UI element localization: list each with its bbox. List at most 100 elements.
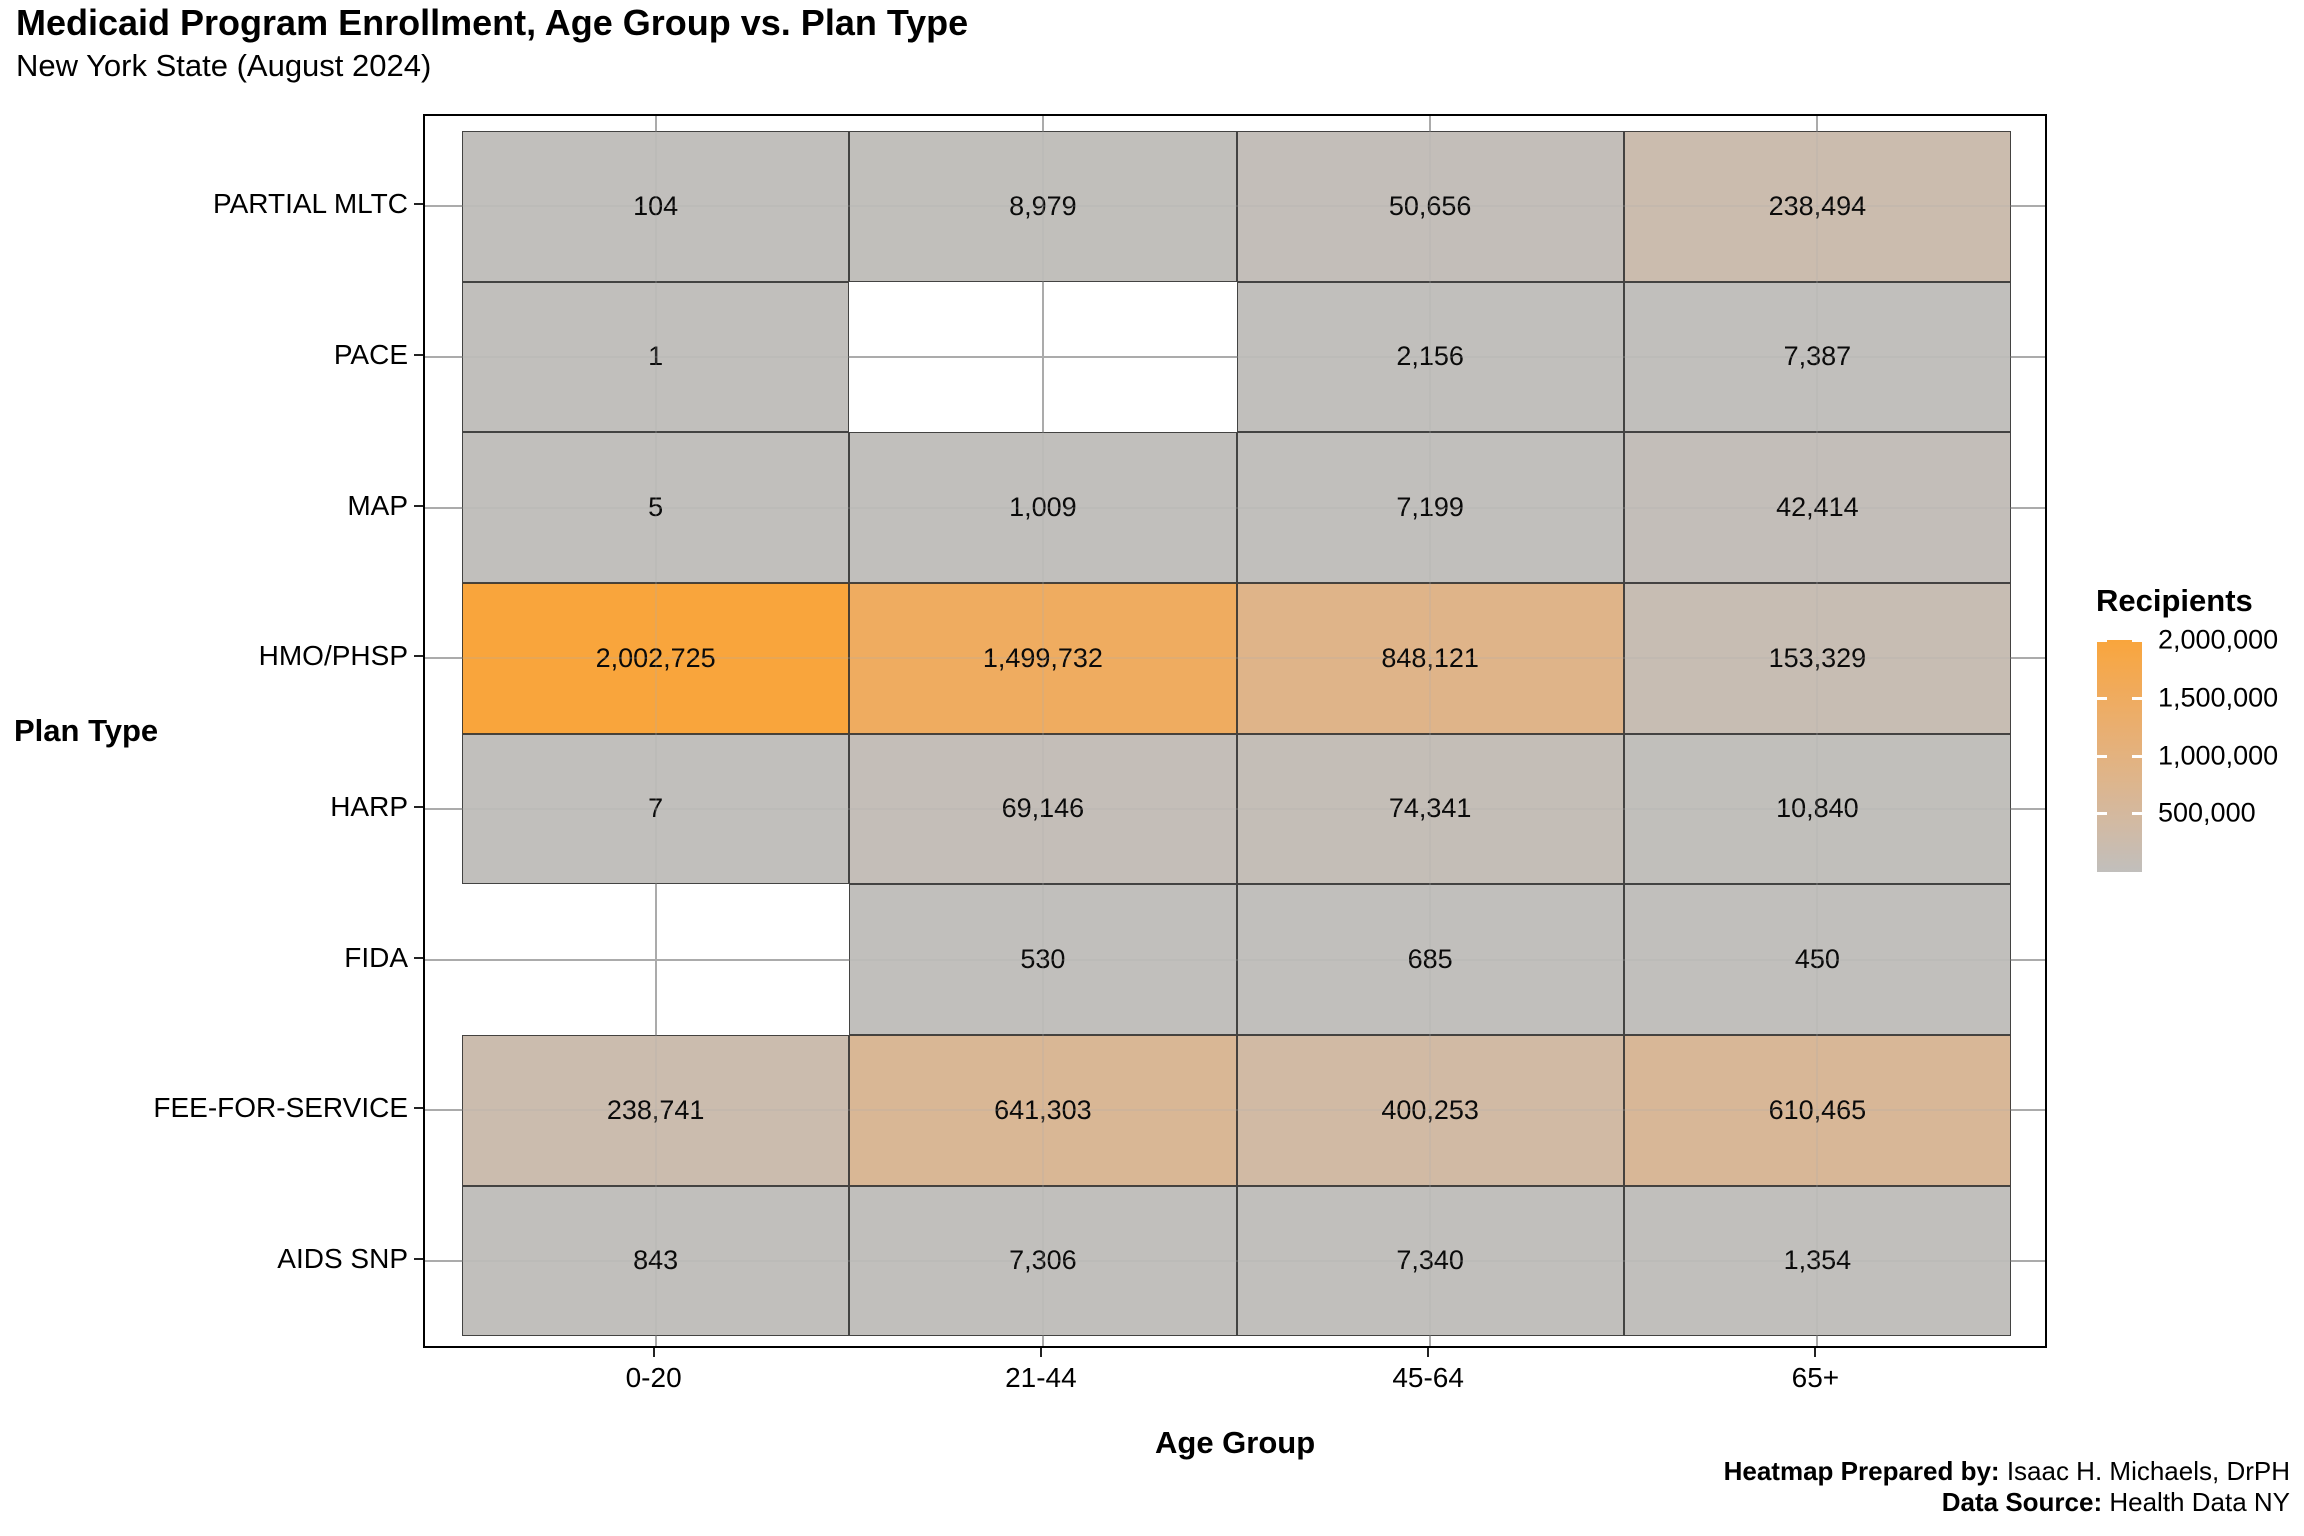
cell-value: 848,121 — [1381, 642, 1479, 673]
chart-subtitle: New York State (August 2024) — [16, 48, 432, 83]
legend-tick — [2132, 696, 2142, 700]
y-axis-tick — [414, 655, 423, 658]
x-axis-tick — [1814, 1348, 1817, 1357]
cell-value: 641,303 — [994, 1094, 1092, 1125]
cell-value: 153,329 — [1768, 642, 1867, 673]
heatmap-cell: 400,253 — [1236, 1034, 1624, 1186]
cell-value: 238,741 — [606, 1094, 705, 1125]
heatmap-cell: 610,465 — [1623, 1034, 2011, 1186]
heatmap-cell: 238,494 — [1623, 131, 2011, 282]
gridline-vertical — [1041, 116, 1044, 1346]
heatmap-cell: 2,002,725 — [462, 582, 850, 734]
gridline-horizontal — [425, 1109, 2045, 1112]
heatmap-cell: 848,121 — [1236, 582, 1624, 734]
x-axis-tick-label: 45-64 — [1392, 1362, 1464, 1393]
heatmap-cell: 7,199 — [1236, 432, 1624, 583]
heatmap-cell: 69,146 — [849, 733, 1237, 885]
heatmap-cell: 7,340 — [1236, 1185, 1624, 1337]
cell-value: 8,979 — [1009, 190, 1077, 221]
cell-value: 2,002,725 — [595, 642, 716, 673]
legend-tick-label: 500,000 — [2158, 797, 2256, 828]
caption-label: Heatmap Prepared by: — [1723, 1456, 2000, 1486]
heatmap-cell: 7 — [462, 733, 850, 885]
cell-value: 50,656 — [1388, 190, 1472, 221]
heatmap-cell: 843 — [462, 1185, 850, 1337]
gridline-horizontal — [425, 958, 2045, 961]
cell-value: 42,414 — [1776, 492, 1859, 523]
legend-tick-label: 1,000,000 — [2158, 740, 2279, 771]
cell-value: 843 — [633, 1245, 679, 1276]
cell-value: 450 — [1794, 944, 1840, 975]
x-axis-tick-label: 65+ — [1791, 1362, 1840, 1393]
cell-value: 74,341 — [1388, 793, 1472, 824]
gridline-vertical — [1816, 116, 1819, 1346]
cell-value: 69,146 — [1001, 793, 1085, 824]
gridline-horizontal — [425, 1259, 2045, 1262]
caption-text: Isaac H. Michaels, DrPH — [1999, 1456, 2290, 1486]
heatmap-cell: 685 — [1236, 884, 1624, 1035]
y-axis-tick — [414, 1257, 423, 1260]
y-axis-tick — [414, 1107, 423, 1110]
cell-value: 104 — [633, 190, 679, 221]
legend-tick — [2132, 639, 2142, 643]
cell-value: 7 — [648, 793, 664, 824]
heatmap-cell: 50,656 — [1236, 131, 1624, 282]
cell-value: 1,499,732 — [982, 642, 1103, 673]
x-axis-tick — [1039, 1348, 1042, 1357]
x-axis-tick — [652, 1348, 655, 1357]
legend-tick-label: 2,000,000 — [2158, 624, 2279, 655]
y-axis-tick — [414, 203, 423, 206]
caption-line: Data Source: Health Data NY — [1724, 1487, 2290, 1518]
heatmap-cell: 1,354 — [1623, 1185, 2011, 1337]
cell-value: 7,387 — [1783, 341, 1852, 372]
heatmap-cell: 10,840 — [1623, 733, 2011, 885]
cell-value: 7,340 — [1396, 1245, 1464, 1276]
caption: Heatmap Prepared by: Isaac H. Michaels, … — [1724, 1456, 2290, 1518]
heatmap-cell: 450 — [1623, 884, 2011, 1035]
y-axis-tick-label: HMO/PHSP — [258, 640, 408, 672]
heatmap-cell: 1 — [462, 281, 850, 433]
x-axis-tick — [1427, 1348, 1430, 1357]
gridline-vertical — [1429, 116, 1432, 1346]
legend-tick-label: 1,500,000 — [2158, 682, 2279, 713]
cell-value: 2,156 — [1396, 341, 1464, 372]
cell-value: 1,009 — [1009, 492, 1077, 523]
y-axis-tick — [414, 353, 423, 356]
caption-line: Heatmap Prepared by: Isaac H. Michaels, … — [1724, 1456, 2290, 1487]
heatmap-cell: 2,156 — [1236, 281, 1624, 433]
heatmap-cell: 238,741 — [462, 1034, 850, 1186]
gridline-horizontal — [425, 807, 2045, 810]
gridline-horizontal — [425, 355, 2045, 358]
cell-value: 1 — [648, 341, 664, 372]
cell-value: 238,494 — [1768, 190, 1867, 221]
y-axis-tick — [414, 956, 423, 959]
heatmap-cell: 530 — [849, 884, 1237, 1035]
y-axis-title: Plan Type — [14, 713, 159, 748]
gridline-horizontal — [425, 657, 2045, 660]
heatmap-cell: 153,329 — [1623, 582, 2011, 734]
gridline-horizontal — [425, 205, 2045, 208]
cell-value: 5 — [648, 492, 664, 523]
legend-tick — [2132, 754, 2142, 758]
caption-label: Data Source: — [1941, 1487, 2103, 1517]
legend-tick — [2097, 639, 2107, 643]
y-axis-tick — [414, 504, 423, 507]
heatmap-cell: 74,341 — [1236, 733, 1624, 885]
heatmap-cell: 7,306 — [849, 1185, 1237, 1337]
y-axis-tick-label: HARP — [330, 790, 408, 822]
cell-value: 610,465 — [1768, 1094, 1867, 1125]
y-axis-tick-label: PACE — [333, 338, 408, 370]
caption-text: Health Data NY — [2102, 1487, 2290, 1517]
legend-tick — [2097, 754, 2107, 758]
cell-value: 7,306 — [1009, 1245, 1077, 1276]
legend-tick — [2097, 812, 2107, 816]
chart-title: Medicaid Program Enrollment, Age Group v… — [16, 2, 969, 43]
heatmap-cell: 1,009 — [849, 432, 1237, 583]
heatmap-cell: 8,979 — [849, 131, 1237, 282]
y-axis-tick-label: MAP — [347, 489, 408, 521]
y-axis-tick — [414, 805, 423, 808]
cell-value: 10,840 — [1776, 793, 1859, 824]
legend-tick — [2132, 812, 2142, 816]
cell-value: 400,253 — [1381, 1094, 1479, 1125]
x-axis-tick-label: 0-20 — [625, 1362, 682, 1393]
